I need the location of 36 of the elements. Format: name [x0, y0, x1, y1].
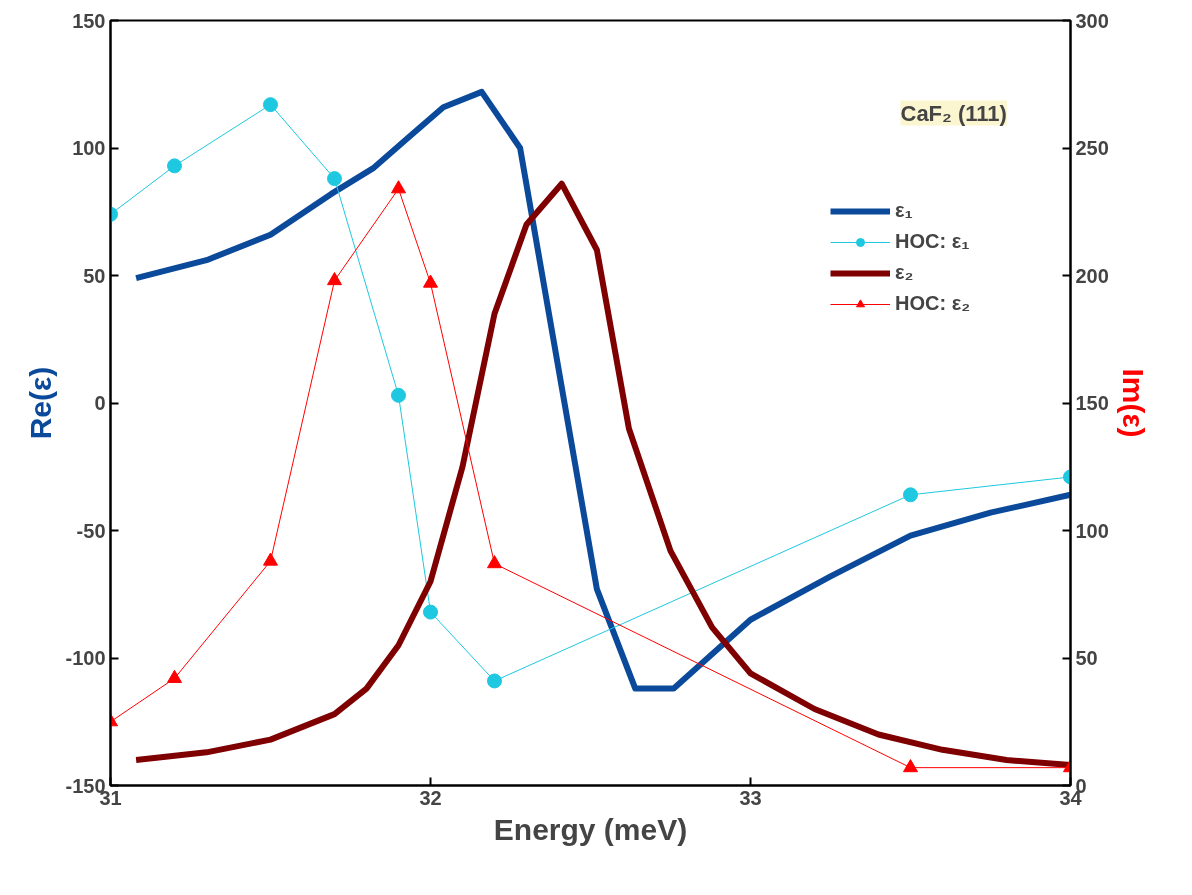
point	[263, 552, 278, 566]
point	[487, 673, 502, 689]
y-tick-label: 50	[83, 264, 106, 287]
point	[903, 487, 918, 503]
point	[423, 274, 438, 288]
legend-label: HOC: ε₂	[895, 292, 971, 315]
point	[167, 669, 182, 683]
legend-label: ε₂	[895, 261, 915, 284]
y-tick-label: 150	[72, 9, 106, 32]
x-tick-label: 32	[419, 786, 442, 809]
y2-axis-title: Im(ε)	[1116, 368, 1150, 438]
legend-label: HOC: ε₁	[895, 230, 970, 253]
point	[391, 387, 406, 403]
y-axis-title: Re(ε)	[24, 366, 58, 440]
y-tick-label: 0	[94, 392, 106, 414]
x-tick-label: 33	[739, 786, 762, 809]
point	[423, 604, 438, 620]
y-tick-label: 100	[72, 137, 106, 159]
y2-tick-label: 150	[1075, 392, 1109, 414]
y-tick-label: -100	[65, 647, 106, 669]
y2-tick-label: 50	[1075, 647, 1098, 669]
y-tick-label: -50	[76, 519, 106, 542]
point	[391, 180, 406, 194]
y2-tick-label: 250	[1075, 137, 1109, 159]
x-axis-title: Energy (meV)	[493, 812, 688, 846]
point	[903, 759, 918, 773]
legend-label: ε₁	[895, 199, 914, 222]
y2-tick-label: 200	[1075, 264, 1109, 287]
y2-tick-label: 300	[1075, 9, 1109, 32]
point	[487, 555, 502, 569]
annotation: CaF₂ (111)	[900, 100, 1007, 126]
point	[167, 158, 182, 174]
point	[263, 97, 278, 113]
point	[327, 171, 342, 187]
y2-tick-label: 100	[1075, 519, 1109, 542]
point	[327, 272, 342, 286]
